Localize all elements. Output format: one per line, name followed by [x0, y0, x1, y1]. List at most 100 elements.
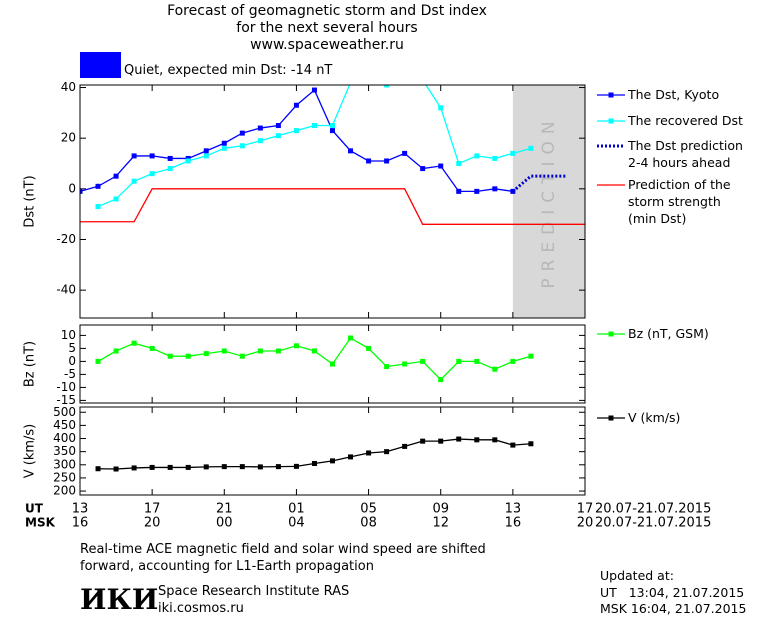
data-point	[438, 163, 444, 169]
legend-label: The recovered Dst	[628, 113, 743, 128]
x-tick-label-msk: 04	[288, 516, 305, 531]
data-point	[366, 158, 372, 164]
legend-label: The Dst, Kyoto	[628, 87, 720, 102]
data-point	[203, 153, 209, 159]
data-point	[149, 171, 155, 177]
series-line	[80, 188, 585, 225]
data-point	[167, 353, 173, 359]
data-point	[492, 186, 498, 192]
data-point	[203, 464, 209, 470]
y-tick-label: 350	[53, 444, 76, 458]
x-tick-label: 17	[144, 502, 161, 517]
data-point	[239, 143, 245, 149]
legend-label: Prediction of the storm strength (min Ds…	[628, 177, 731, 226]
data-point	[311, 460, 317, 466]
data-point	[348, 454, 354, 460]
y-tick-label: 400	[53, 431, 76, 445]
data-point	[366, 345, 372, 351]
data-point	[366, 80, 371, 85]
legend-marker	[608, 118, 614, 124]
data-point	[275, 133, 281, 139]
plot-frame	[79, 324, 586, 404]
x-tick-label: 21	[216, 502, 233, 517]
x-tick-label-msk: 16	[505, 516, 522, 531]
updated-msk: MSK 16:04, 21.07.2015	[600, 601, 747, 616]
status-text: Quiet, expected min Dst: -14 nT	[124, 63, 333, 78]
data-point	[113, 196, 119, 202]
data-point	[510, 150, 516, 156]
plot-area	[95, 335, 534, 383]
y-tick-label: -15	[56, 393, 76, 407]
data-point	[167, 464, 173, 470]
data-point	[492, 155, 498, 161]
updated-label: Updated at:	[600, 568, 674, 583]
plot-frame	[79, 84, 586, 319]
y-tick-label: 500	[53, 405, 76, 419]
data-point	[438, 438, 444, 444]
x-tick-label: 01	[288, 502, 305, 517]
x-tick-label: 09	[432, 502, 449, 517]
data-point	[420, 166, 426, 172]
data-point	[474, 153, 480, 159]
data-point	[293, 463, 299, 469]
data-point	[293, 343, 299, 349]
data-point	[239, 130, 245, 136]
data-point	[438, 105, 444, 111]
plot-area	[80, 77, 585, 225]
y-tick-label: 250	[53, 470, 76, 484]
x-tick-label: 17	[577, 502, 594, 517]
data-point	[293, 128, 299, 134]
data-point	[113, 348, 119, 354]
y-tick-label: 200	[53, 484, 76, 498]
data-point	[384, 158, 390, 164]
data-point	[456, 436, 462, 442]
data-point	[95, 183, 101, 189]
data-point	[492, 437, 498, 443]
data-point	[456, 358, 462, 364]
data-point	[95, 358, 101, 364]
data-point	[185, 464, 191, 470]
x-tick-label: 13	[505, 502, 522, 517]
data-point	[330, 123, 335, 129]
data-point	[456, 188, 462, 194]
data-point	[113, 466, 119, 472]
y-tick-label: 20	[61, 131, 76, 145]
data-point	[239, 353, 245, 359]
legend-label: V (km/s)	[628, 410, 681, 425]
prediction-label: PREDICTION	[539, 114, 559, 288]
y-axis-label: Dst (nT)	[23, 175, 38, 227]
data-point	[330, 458, 335, 464]
data-point	[330, 361, 335, 367]
data-point	[402, 443, 408, 449]
plot-frame	[79, 406, 586, 496]
data-point	[528, 145, 534, 151]
data-point	[95, 204, 101, 210]
series-line	[97, 337, 532, 381]
data-point	[275, 348, 281, 354]
x-tick-label-msk: 20	[144, 516, 161, 531]
x-tick-label-msk: 20	[577, 516, 594, 531]
data-point	[510, 442, 516, 448]
series-line	[97, 85, 532, 208]
data-point	[402, 150, 408, 156]
data-point	[311, 123, 317, 129]
data-point	[257, 348, 263, 354]
data-point	[528, 353, 534, 359]
data-point	[420, 77, 425, 82]
data-point	[257, 138, 263, 144]
data-point	[80, 188, 83, 194]
prediction-region	[512, 85, 585, 318]
legend-marker	[608, 92, 614, 98]
chart-title: Forecast of geomagnetic storm and Dst in…	[167, 3, 487, 53]
data-point	[528, 441, 534, 447]
data-point	[384, 364, 390, 370]
data-point	[384, 85, 390, 88]
data-point	[185, 155, 191, 161]
y-tick-label: 300	[53, 457, 76, 471]
x-tick-label-msk: 00	[216, 516, 233, 531]
data-point	[221, 140, 227, 146]
y-axis-label: V (km/s)	[23, 424, 38, 479]
institute-url: iki.cosmos.ru	[158, 601, 244, 616]
